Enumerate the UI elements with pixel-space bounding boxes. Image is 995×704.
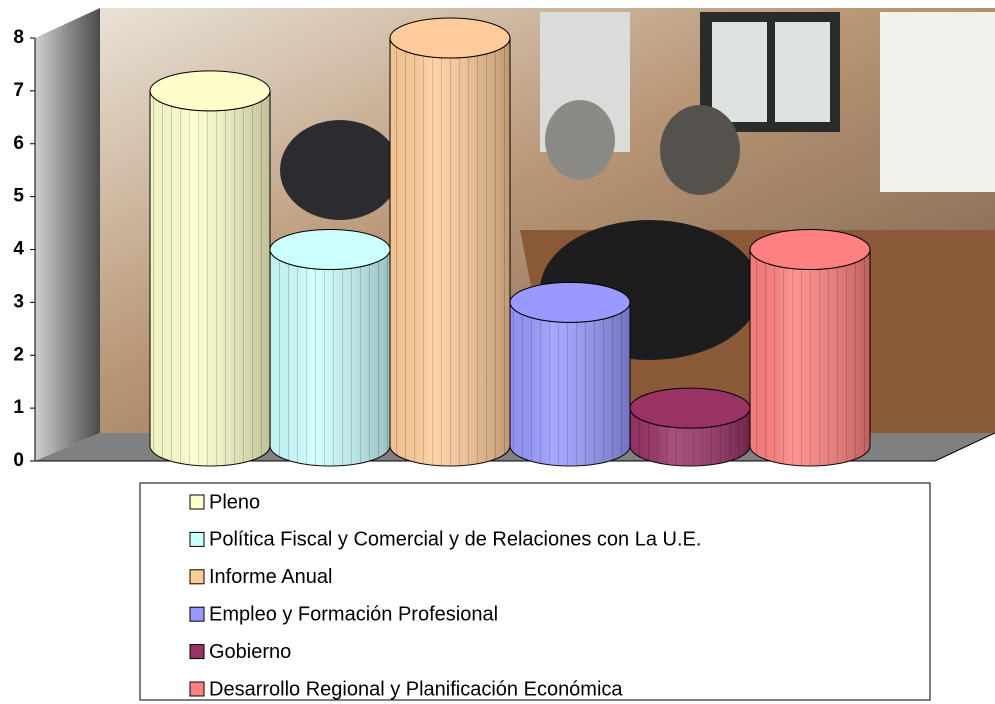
floor-edge	[934, 432, 995, 462]
legend-label: Pleno	[209, 491, 260, 513]
y-tick-label: 6	[13, 133, 24, 154]
legend-swatch	[189, 531, 205, 547]
bar-shade	[150, 90, 270, 466]
legend-label: Gobierno	[209, 641, 291, 663]
legend-label: Informe Anual	[209, 566, 332, 588]
legend-swatch	[189, 681, 205, 697]
bar-top	[389, 17, 511, 59]
bar-shade	[510, 302, 630, 466]
legend-label: Desarrollo Regional y Planificación Econ…	[209, 678, 623, 700]
bar-top	[749, 229, 871, 270]
bar-top	[149, 70, 271, 112]
y-tick-label: 8	[13, 27, 24, 48]
legend-label: Empleo y Formación Profesional	[209, 603, 498, 625]
y-tick-label: 1	[13, 397, 24, 418]
legend-label: Política Fiscal y Comercial y de Relacio…	[209, 529, 701, 551]
legend-swatch	[189, 494, 205, 510]
bar-top	[269, 229, 391, 270]
legend-swatch	[189, 644, 205, 660]
y-tick-label: 3	[13, 291, 24, 312]
legend-swatch	[189, 606, 205, 622]
bar-shade	[270, 249, 390, 466]
bar-shade	[630, 408, 750, 466]
y-tick-label: 2	[13, 344, 24, 365]
y-tick-label: 4	[13, 239, 24, 260]
legend	[139, 482, 931, 701]
y-tick-label: 7	[13, 80, 24, 101]
bar-top	[509, 281, 631, 323]
legend-swatch	[189, 569, 205, 585]
bar-shade	[750, 249, 870, 466]
y-tick-label: 5	[13, 186, 24, 207]
bar-shade	[390, 38, 510, 466]
bar-top	[629, 387, 751, 429]
y-tick-label: 0	[13, 450, 24, 471]
